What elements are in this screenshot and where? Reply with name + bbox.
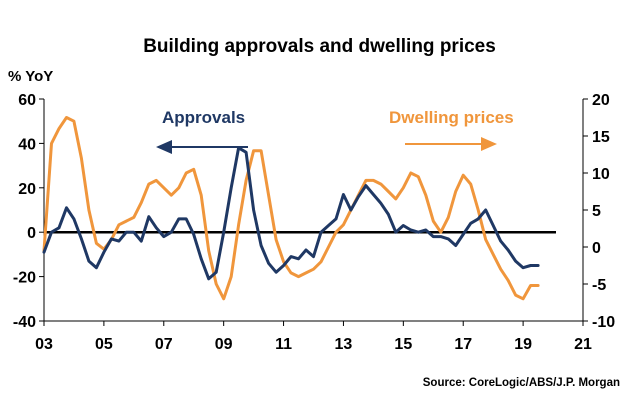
y-right-tick-label: 20 <box>592 92 610 109</box>
dwelling-prices-annotation: Dwelling prices <box>389 108 514 127</box>
y-left-tick-label: 60 <box>18 92 36 109</box>
x-tick-label: 19 <box>514 336 532 353</box>
dwelling-prices-arrow-head <box>481 137 497 151</box>
annotations: Approvals Dwelling prices <box>156 108 514 154</box>
y-right-tick-label: -10 <box>592 314 615 331</box>
x-tick-label: 13 <box>335 336 353 353</box>
x-tick-label: 09 <box>215 336 233 353</box>
y-left-tick-labels: 60 40 20 0 -20 -40 <box>13 92 44 331</box>
approvals-arrow-head <box>156 140 172 154</box>
approvals-series-line <box>42 146 540 281</box>
x-tick-label: 17 <box>454 336 472 353</box>
x-tick-label: 05 <box>95 336 113 353</box>
y-right-tick-labels: 20 15 10 5 0 -5 -10 <box>583 92 615 331</box>
y-axis-unit-label: % YoY <box>8 68 53 85</box>
y-right-tick-label: 15 <box>592 129 610 146</box>
source-note: Source: CoreLogic/ABS/J.P. Morgan <box>423 377 620 389</box>
chart-title: Building approvals and dwelling prices <box>143 36 496 57</box>
y-right-tick-label: 10 <box>592 166 610 183</box>
y-left-tick-label: -40 <box>13 314 36 331</box>
axes <box>43 99 584 322</box>
y-right-tick-label: 5 <box>592 203 601 220</box>
y-left-tick-label: -20 <box>13 270 36 287</box>
y-left-tick-label: 20 <box>18 181 36 198</box>
x-tick-label: 03 <box>35 336 53 353</box>
y-right-tick-label: 0 <box>592 240 601 257</box>
series-lines <box>42 116 540 301</box>
y-left-tick-label: 0 <box>27 225 36 242</box>
x-tick-label: 07 <box>155 336 173 353</box>
dwelling-prices-series-line <box>42 116 540 301</box>
x-tick-label: 21 <box>574 336 592 353</box>
x-tick-label: 15 <box>394 336 412 353</box>
approvals-annotation: Approvals <box>162 108 245 127</box>
y-left-tick-label: 40 <box>18 136 36 153</box>
y-right-tick-label: -5 <box>592 277 606 294</box>
x-tick-labels: 03 05 07 09 11 13 15 17 19 21 <box>35 321 592 353</box>
x-tick-label: 11 <box>275 336 292 353</box>
